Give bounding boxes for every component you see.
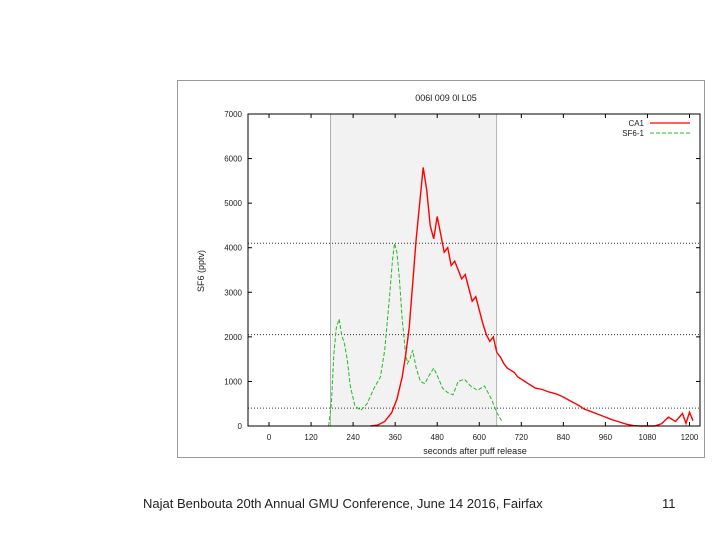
legend-label-sf6-1: SF6-1 xyxy=(622,129,644,138)
y-tick-label: 5000 xyxy=(224,199,242,208)
x-tick-label: 0 xyxy=(267,433,272,442)
page-number: 11 xyxy=(662,496,676,511)
series-line-sf6-1 xyxy=(328,243,503,427)
footer-text: Najat Benbouta 20th Annual GMU Conferenc… xyxy=(143,496,543,511)
x-tick-label: 240 xyxy=(346,433,360,442)
x-tick-label: 720 xyxy=(515,433,529,442)
x-tick-label: 1200 xyxy=(681,433,699,442)
chart-title: 006l 009 0l L05 xyxy=(415,93,477,103)
x-tick-label: 1080 xyxy=(639,433,657,442)
y-tick-label: 7000 xyxy=(224,110,242,119)
y-tick-label: 3000 xyxy=(224,288,242,297)
legend: CA1 SF6-1 xyxy=(622,119,690,138)
y-tick-label: 0 xyxy=(238,422,243,431)
x-tick-label: 480 xyxy=(431,433,445,442)
y-tick-label: 1000 xyxy=(224,377,242,386)
x-tick-label: 960 xyxy=(599,433,613,442)
y-tick-label: 6000 xyxy=(224,155,242,164)
x-tick-label: 600 xyxy=(473,433,487,442)
x-axis-label: seconds after puff release xyxy=(423,446,526,456)
y-tick-label: 4000 xyxy=(224,244,242,253)
plot-border xyxy=(247,113,701,427)
y-tick-label: 2000 xyxy=(224,333,242,342)
series-line-ca1 xyxy=(370,167,694,427)
x-tick-label: 120 xyxy=(304,433,318,442)
x-tick-label: 360 xyxy=(388,433,402,442)
legend-label-ca1: CA1 xyxy=(628,119,644,128)
chart-frame: 0 1000 2000 3000 4000 5000 6000 7000 0 120 240 360… xyxy=(177,80,705,458)
chart: 0 1000 2000 3000 4000 5000 6000 7000 0 120 240 360… xyxy=(196,93,701,456)
y-axis-label: SF6 (pptv) xyxy=(196,250,206,292)
x-tick-label: 840 xyxy=(557,433,571,442)
